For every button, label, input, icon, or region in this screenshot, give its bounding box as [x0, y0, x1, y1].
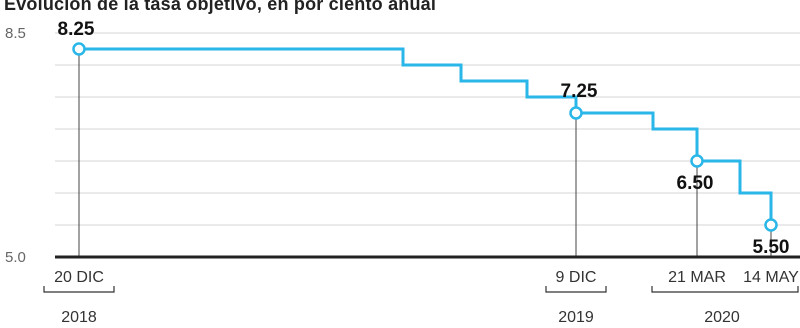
- year-bracket-2020: [651, 286, 799, 293]
- year-label-1: 2019: [558, 309, 594, 326]
- point-label-0: 8.25: [58, 19, 95, 40]
- point-marker-1: [569, 106, 583, 120]
- point-marker-3: [764, 218, 778, 232]
- year-label-2: 2020: [704, 309, 740, 326]
- y-tick-label-1: 5.0: [5, 249, 26, 266]
- point-marker-0: [72, 42, 86, 56]
- point-marker-2: [690, 154, 704, 168]
- date-label-0: 20 DIC: [54, 269, 104, 286]
- year-label-0: 2018: [61, 309, 97, 326]
- point-label-3: 5.50: [753, 237, 790, 258]
- date-label-2: 21 MAR: [668, 269, 726, 286]
- date-label-3: 14 MAY: [743, 269, 799, 286]
- y-tick-label-0: 8.5: [5, 25, 26, 42]
- chart-title: Evolución de la tasa objetivo, en por ci…: [4, 0, 437, 14]
- point-label-2: 6.50: [677, 173, 714, 194]
- point-label-1: 7.25: [561, 81, 598, 102]
- year-bracket-2018: [43, 286, 115, 293]
- date-label-1: 9 DIC: [556, 269, 597, 286]
- rate-step-line: [79, 47, 773, 225]
- year-bracket-2019: [545, 286, 607, 293]
